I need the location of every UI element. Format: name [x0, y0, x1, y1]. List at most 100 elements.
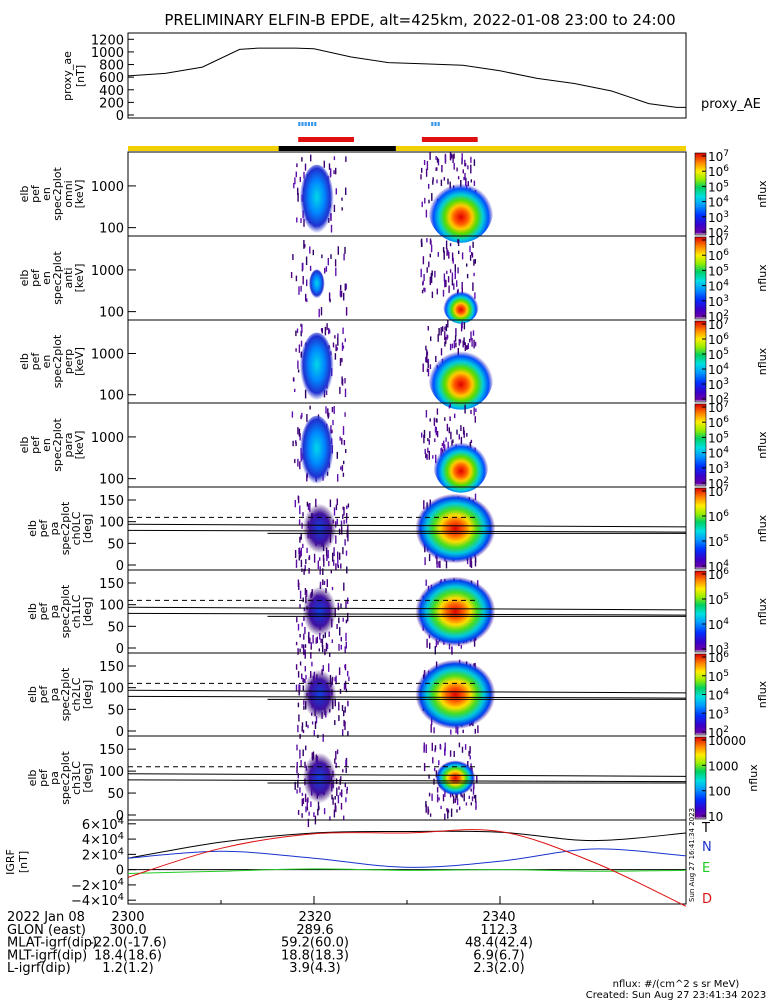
speckle-zone-a [310, 652, 312, 659]
speckle-zone-a [322, 665, 324, 672]
speckle-zone-b [424, 448, 426, 454]
energy-spectrogram-panels: 1000100elbpefenspec2plotomni[keV]1000100… [18, 151, 687, 493]
speckle-zone-a [337, 474, 339, 482]
flux-core-zone-a [302, 503, 337, 554]
speckle-zone-b [435, 167, 437, 171]
speckle-zone-b [470, 788, 472, 792]
speckle-zone-b [433, 778, 435, 785]
science-zone-bar [421, 137, 478, 142]
speckle-zone-a [344, 412, 346, 417]
speckle-zone-a [344, 680, 347, 689]
science-zone-bar [298, 137, 354, 142]
speckle-zone-a [303, 171, 305, 179]
ae-tick-label: 400 [99, 84, 124, 99]
speckle-zone-a [329, 652, 331, 657]
speckle-zone-a [336, 451, 338, 459]
speckle-zone-a [316, 636, 318, 644]
speckle-zone-a [344, 283, 346, 291]
speckle-zone-a [293, 182, 295, 189]
speckle-zone-a [326, 579, 328, 588]
speckle-zone-b [427, 806, 429, 815]
speckle-zone-a [340, 284, 342, 290]
energy-ylabel: [keV] [73, 180, 86, 209]
loss-cone-line [127, 529, 687, 533]
colorbar-7: 106 105 104 103 102 nflux [694, 650, 769, 740]
speckle-zone-a [308, 811, 310, 816]
speckle-zone-a [341, 342, 344, 351]
footer-row-label: GLON (east) [7, 923, 86, 938]
energy-ylabel: elb [18, 270, 31, 287]
speckle-zone-b [471, 252, 473, 256]
speckle-zone-b [455, 328, 457, 337]
speckle-zone-b [469, 255, 472, 261]
speckle-zone-a [346, 505, 348, 510]
speckle-zone-b [445, 240, 448, 249]
colorbar-tick-label: 106 [708, 509, 729, 524]
time-axis-ticks [127, 896, 687, 904]
speckle-zone-a [337, 246, 339, 255]
flux-core-zone-b [428, 175, 494, 243]
speckle-zone-b [451, 272, 454, 280]
colorbar-gradient [694, 152, 707, 236]
speckle-zone-b [426, 349, 428, 359]
speckle-zone-a [299, 684, 301, 692]
pa-ylabel: pef [37, 602, 50, 621]
speckle-zone-b [450, 729, 452, 735]
colorbar-tick-label: 106 [708, 567, 729, 582]
speckle-zone-a [305, 591, 308, 597]
flux-core-zone-b [435, 760, 476, 796]
speckle-zone-a [317, 801, 320, 811]
speckle-zone-b [436, 179, 438, 184]
speckle-zone-a [333, 547, 335, 557]
colorbar-gradient [694, 236, 707, 320]
speckle-zone-b [464, 159, 466, 167]
energy-ylabel: [keV] [73, 347, 86, 376]
speckle-zone-b [421, 432, 423, 438]
speckle-zone-a [298, 428, 301, 437]
anti-loss-cone-line [127, 689, 687, 694]
speckle-zone-a [307, 503, 310, 511]
speckle-zone-a [294, 458, 296, 464]
energy-tick-label: 100 [99, 222, 124, 237]
speckle-zone-a [335, 188, 337, 195]
colorbar-tick-label: 103 [708, 706, 729, 721]
speckle-zone-a [301, 644, 303, 649]
speckle-zone-a [343, 440, 346, 446]
speckle-zone-b [421, 167, 423, 173]
speckle-zone-b [430, 336, 432, 342]
speckle-zone-a [305, 745, 307, 751]
ae-tick-label: 0 [116, 109, 124, 124]
pa-ylabel: spec2plot [59, 751, 72, 805]
flux-core-zone-a [299, 415, 334, 488]
speckle-zone-a [335, 675, 337, 685]
flux-core-zone-b [433, 435, 489, 493]
speckle-zone-a [302, 276, 304, 285]
colorbar-tick-label: 104 [708, 195, 729, 210]
speckle-zone-a [344, 706, 346, 713]
footer-row-value: 6.9(6.7) [473, 948, 525, 963]
speckle-zone-a [302, 749, 304, 757]
pa-tick-label: 50 [107, 537, 124, 552]
speckle-zone-a [338, 715, 340, 721]
pa-ylabel: pef [37, 768, 50, 787]
speckle-zone-a [343, 519, 345, 525]
speckle-zone-a [342, 426, 345, 435]
speckle-zone-b [456, 280, 458, 287]
spin-marker [434, 122, 437, 126]
speckle-zone-a [336, 518, 338, 525]
colorbar-tick-label: 106 [708, 164, 729, 179]
spin-marker [314, 122, 317, 126]
speckle-zone-a [344, 378, 346, 384]
speckle-zone-b [444, 417, 446, 421]
speckle-zone-a [302, 262, 304, 270]
speckle-zone-a [340, 563, 342, 569]
speckle-zone-a [305, 256, 308, 266]
speckle-zone-b [475, 806, 477, 810]
speckle-zone-a [331, 429, 333, 434]
speckle-zone-a [336, 347, 338, 351]
speckle-zone-a [342, 617, 344, 622]
speckle-zone-a [296, 762, 298, 768]
speckle-zone-a [345, 759, 347, 767]
